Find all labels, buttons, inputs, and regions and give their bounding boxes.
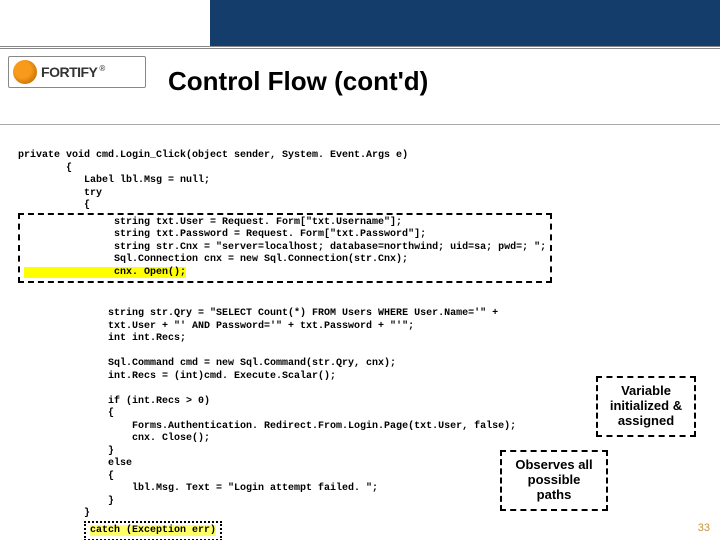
code-line: Forms.Authentication. Redirect.From.Logi… <box>18 421 516 432</box>
code-line: } <box>18 496 114 507</box>
annotation-observes: Observes all possible paths <box>500 450 608 511</box>
logo-swirl-icon <box>13 60 37 84</box>
logo-registered: ® <box>99 64 104 73</box>
slide: FORTIFY® Control Flow (cont'd) private v… <box>0 0 720 540</box>
code-line: string txt.Password = Request. Form["txt… <box>24 229 426 240</box>
code-line: cnx. Open(); <box>24 267 186 278</box>
code-line: int.Recs = (int)cmd. Execute.Scalar(); <box>18 371 336 382</box>
code-line: cnx. Close(); <box>18 433 210 444</box>
title-underline <box>0 124 720 125</box>
code-catch-hilite: catch (Exception err) <box>90 525 216 536</box>
code-line: txt.User + "' AND Password='" + txt.Pass… <box>18 321 414 332</box>
code-line: { <box>18 471 114 482</box>
code-line: Sql.Connection cnx = new Sql.Connection(… <box>24 254 408 265</box>
logo-f: F <box>41 64 49 80</box>
header-bar <box>0 0 720 48</box>
header-blue-block <box>210 0 720 46</box>
code-line: int int.Recs; <box>18 333 186 344</box>
fortify-logo: FORTIFY® <box>8 56 146 88</box>
code-line: private void cmd.Login_Click(object send… <box>18 150 408 161</box>
code-line: string str.Cnx = "server=localhost; data… <box>24 242 546 253</box>
code-line: lbl.Msg. Text = "Login attempt failed. "… <box>18 483 378 494</box>
page-number: 33 <box>698 522 710 534</box>
code-line: string txt.User = Request. Form["txt.Use… <box>24 217 402 228</box>
code-line: } <box>18 508 90 519</box>
slide-title: Control Flow (cont'd) <box>168 66 428 97</box>
code-line: { <box>18 200 90 211</box>
code-line: if (int.Recs > 0) <box>18 396 210 407</box>
header-line-2 <box>0 48 720 49</box>
code-line: string str.Qry = "SELECT Count(*) FROM U… <box>18 308 498 319</box>
dotted-catch-box: catch (Exception err) <box>84 521 222 540</box>
dashed-code-box: string txt.User = Request. Form["txt.Use… <box>18 213 552 284</box>
code-line: Sql.Command cmd = new Sql.Command(str.Qr… <box>18 358 396 369</box>
logo-text: FORTIFY® <box>41 64 105 80</box>
code-line: else <box>18 458 132 469</box>
annotation-variable: Variable initialized & assigned <box>596 376 696 437</box>
code-line: } <box>18 446 114 457</box>
code-line: { <box>18 408 114 419</box>
logo-rest: ORTIFY <box>49 64 97 80</box>
code-line: try <box>18 188 102 199</box>
code-indent <box>18 525 84 536</box>
code-line: { <box>18 163 72 174</box>
code-line: catch (Exception err) <box>18 525 222 536</box>
code-line: Label lbl.Msg = null; <box>18 175 210 186</box>
header-line-1 <box>0 46 720 47</box>
